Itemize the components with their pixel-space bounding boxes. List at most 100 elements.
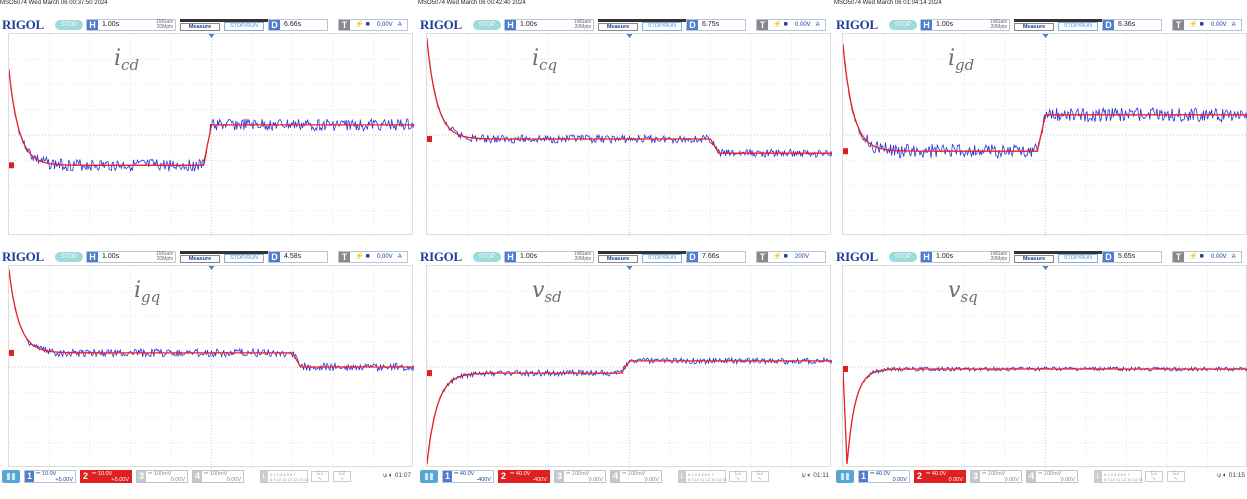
measure-button[interactable]: Measure (598, 23, 638, 31)
channel-1-trace (843, 365, 1247, 464)
channel-2-offset-marker (843, 148, 848, 155)
trigger-edge-icon: ⚡ ■ (1189, 21, 1204, 28)
channel-3-box[interactable]: 3 ⎓ 100mV 0.00V (970, 470, 1022, 483)
stop-run-button[interactable]: STOP/RUN (642, 254, 682, 263)
ch2-offset: +5.00V (111, 477, 129, 483)
stop-run-button[interactable]: STOP/RUN (224, 254, 264, 263)
trigger-level: 0.00V A (377, 254, 402, 260)
channel-3-box[interactable]: 3 ⎓ 100mV 0.00V (554, 470, 606, 483)
clock-readout: ⍦ 🔈︎ 01:15 (1217, 472, 1245, 479)
run-state-badge[interactable]: STOP (473, 20, 501, 30)
ch3-offset: 0.00V (1004, 477, 1019, 483)
clock-readout: ⍦ 🔈︎ 01:07 (383, 472, 411, 479)
channel-1-box[interactable]: 1 ⎓ 40.0V 0.00V (858, 470, 910, 483)
stop-run-button[interactable]: STOP/RUN (224, 22, 264, 31)
stop-run-button[interactable]: STOP/RUN (1058, 22, 1098, 31)
menu-grid-icon[interactable] (836, 470, 854, 483)
waveform-svg (427, 266, 832, 468)
signal-label: igd (948, 46, 975, 75)
delay-box[interactable]: D 6.75s (686, 19, 746, 31)
sample-rate: 1MSa/s 20Mpts (156, 19, 173, 30)
waveform-display[interactable]: icd (8, 33, 414, 236)
measure-button[interactable]: Measure (598, 255, 638, 263)
delay-box[interactable]: D 6.36s (1102, 19, 1162, 31)
t-tag: T (757, 20, 768, 30)
ch3-offset: 0.00V (588, 477, 603, 483)
g2-generator-box[interactable]: G2∿ (333, 471, 351, 482)
delay-box[interactable]: D 7.66s (686, 251, 746, 263)
channel-1-box[interactable]: 1 ⎓ 10.0V +5.00V (24, 470, 76, 483)
channel-3-box[interactable]: 3 ⎓ 100mV 0.00V (136, 470, 188, 483)
trigger-box[interactable]: T ⚡ ■ 0.00V A (1172, 19, 1242, 31)
channel-4-box[interactable]: 4 ⎓ 100mV 0.00V (192, 470, 244, 483)
run-state-badge[interactable]: STOP (55, 20, 83, 30)
ch4-number: 4 (1027, 471, 1036, 482)
top-status-bar: RIGOL STOP H 1.00s 1MSa/s 20Mpts Measure … (834, 18, 1247, 32)
measure-button[interactable]: Measure (1014, 255, 1054, 263)
horizontal-timebase[interactable]: H 1.00s 1MSa/s 20Mpts (920, 19, 1010, 31)
logic-analyzer-box[interactable]: L 0 1 2 3 4 5 6 7 8 9 10 11 12 13 14 15 (678, 470, 727, 483)
logic-analyzer-box[interactable]: L 0 1 2 3 4 5 6 7 8 9 10 11 12 13 14 15 (260, 470, 309, 483)
run-state-badge[interactable]: STOP (473, 252, 501, 262)
menu-grid-icon[interactable] (2, 470, 20, 483)
trigger-box[interactable]: T ⚡ ■ 0.00V A (338, 19, 408, 31)
signal-label: igq (134, 278, 161, 307)
run-state-badge[interactable]: STOP (889, 252, 917, 262)
trigger-box[interactable]: T ⚡ ■ 0.00V A (1172, 251, 1242, 263)
run-state-badge[interactable]: STOP (55, 252, 83, 262)
stop-run-button[interactable]: STOP/RUN (1058, 254, 1098, 263)
stop-run-button[interactable]: STOP/RUN (642, 22, 682, 31)
horizontal-timebase[interactable]: H 1.00s 1MSa/s 20Mpts (920, 251, 1010, 263)
run-state-badge[interactable]: STOP (889, 20, 917, 30)
waveform-display[interactable]: icq (426, 33, 832, 236)
channel-2-box[interactable]: 2 ⎓ 40.0V -400V (498, 470, 550, 483)
measure-button[interactable]: Measure (1014, 23, 1054, 31)
waveform-display[interactable]: vsq (842, 265, 1247, 468)
delay-box[interactable]: D 4.58s (268, 251, 328, 263)
signal-label: vsd (532, 278, 562, 307)
channel-2-box[interactable]: 2 ⎓ 10.0V +5.00V (80, 470, 132, 483)
delay-value: 7.66s (702, 253, 720, 260)
ch2-scale: ⎓ 40.0V (926, 471, 947, 477)
h-tag: H (87, 252, 98, 262)
ch2-scale: ⎓ 40.0V (510, 471, 531, 477)
delay-value: 5.65s (1118, 253, 1136, 260)
menu-grid-icon[interactable] (420, 470, 438, 483)
channel-2-box[interactable]: 2 ⎓ 40.0V 0.00V (914, 470, 966, 483)
g1-generator-box[interactable]: G1∿ (1145, 471, 1163, 482)
sample-rate: 1MSa/s 20Mpts (990, 251, 1007, 262)
g1-generator-box[interactable]: G1∿ (311, 471, 329, 482)
screenshot-caption: MSO5074 Wed March 06 00:42:40 2024 (418, 0, 526, 6)
channel-1-box[interactable]: 1 ⎓ 40.0V -400V (442, 470, 494, 483)
logic-analyzer-box[interactable]: L 0 1 2 3 4 5 6 7 8 9 10 11 12 13 14 15 (1094, 470, 1143, 483)
h-tag: H (87, 20, 98, 30)
g2-generator-box[interactable]: G2∿ (751, 471, 769, 482)
delay-value: 6.36s (1118, 21, 1136, 28)
waveform-display[interactable]: igd (842, 33, 1247, 236)
trigger-box[interactable]: T ⚡ ■ 200V (756, 251, 826, 263)
t-tag: T (757, 252, 768, 262)
measure-button[interactable]: Measure (180, 255, 220, 263)
channel-4-box[interactable]: 4 ⎓ 100mV 0.00V (1026, 470, 1078, 483)
la-channels-top: 0 1 2 3 4 5 6 7 (1104, 472, 1130, 477)
horizontal-timebase[interactable]: H 1.00s 1MSa/s 20Mpts (86, 251, 176, 263)
waveform-display[interactable]: igq (8, 265, 414, 468)
trigger-level: 0.00V A (377, 22, 402, 28)
measure-button[interactable]: Measure (180, 23, 220, 31)
brand-logo: RIGOL (836, 17, 878, 32)
delay-box[interactable]: D 6.66s (268, 19, 328, 31)
trigger-position-marker (626, 266, 633, 270)
horizontal-timebase[interactable]: H 1.00s 1MSa/s 20Mpts (504, 19, 594, 31)
timebase-value: 1.00s (520, 253, 538, 260)
channel-4-box[interactable]: 4 ⎓ 100mV 0.00V (610, 470, 662, 483)
trigger-box[interactable]: T ⚡ ■ 0.00V A (338, 251, 408, 263)
horizontal-timebase[interactable]: H 1.00s 1MSa/s 20Mpts (86, 19, 176, 31)
screenshot-caption: MSO5074 Wed March 06 01:04:14 2024 (834, 0, 942, 6)
delay-box[interactable]: D 5.65s (1102, 251, 1162, 263)
memory-strip (180, 19, 270, 22)
trigger-box[interactable]: T ⚡ ■ 0.00V A (756, 19, 826, 31)
g1-generator-box[interactable]: G1∿ (729, 471, 747, 482)
g2-generator-box[interactable]: G2∿ (1167, 471, 1185, 482)
horizontal-timebase[interactable]: H 1.00s 1MSa/s 20Mpts (504, 251, 594, 263)
waveform-display[interactable]: vsd (426, 265, 832, 468)
